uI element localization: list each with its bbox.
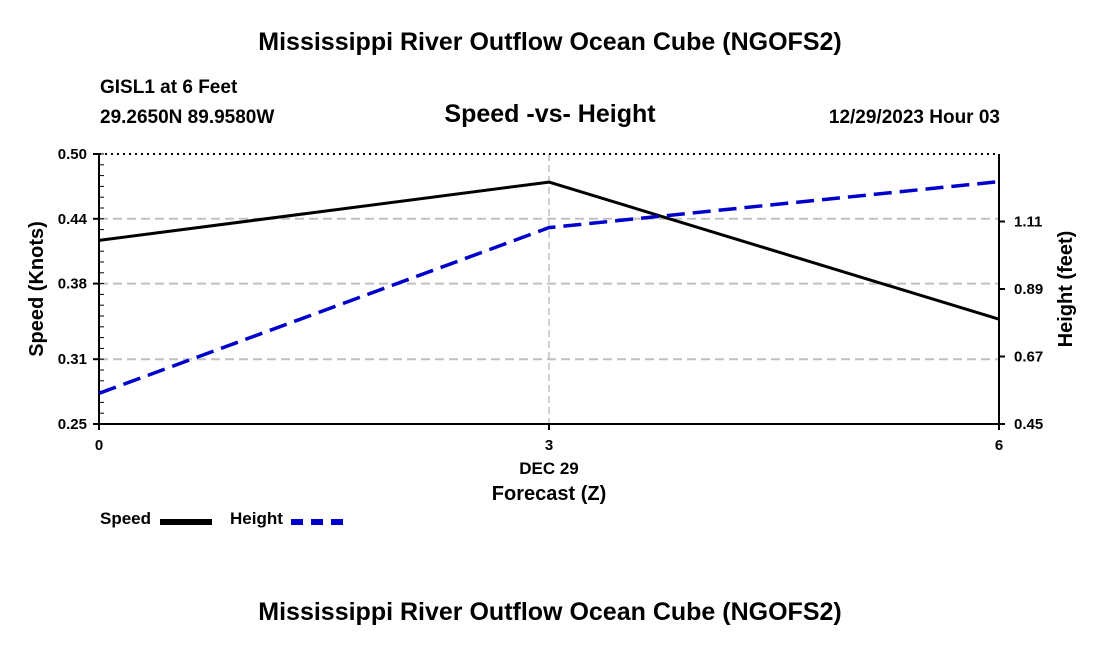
series-line-speed — [98, 180, 1000, 321]
legend-label-speed: Speed — [100, 509, 152, 528]
y-tick-label-right: 0.45 — [1014, 416, 1043, 433]
x-tick-label: 0 — [95, 437, 103, 454]
y-tick-label-left: 0.25 — [58, 416, 87, 433]
y-axis-title-right: Height (feet) — [1055, 231, 1077, 348]
y-tick-label-right: 0.89 — [1014, 281, 1043, 298]
footer-title: Mississippi River Outflow Ocean Cube (NG… — [258, 598, 842, 626]
x-tick-label: 3 — [545, 437, 553, 454]
legend-label-height: Height — [230, 509, 283, 528]
x-axis-title: Forecast (Z) — [492, 483, 606, 505]
x-date-label: DEC 29 — [519, 459, 579, 478]
y-tick-label-right: 0.67 — [1014, 349, 1043, 366]
forecast-datetime: 12/29/2023 Hour 03 — [828, 107, 1000, 128]
y-tick-label-left: 0.38 — [58, 276, 87, 293]
y-tick-label-left: 0.50 — [58, 146, 87, 163]
y-axis-title-left: Speed (Knots) — [26, 221, 48, 357]
x-tick-label: 6 — [995, 437, 1003, 454]
chart-main-title: Mississippi River Outflow Ocean Cube (NG… — [258, 28, 842, 56]
y-tick-label-right: 1.11 — [1014, 214, 1042, 231]
y-tick-label-left: 0.44 — [58, 211, 88, 228]
y-tick-label-left: 0.31 — [58, 351, 87, 368]
station-label: GISL1 at 6 Feet — [100, 77, 238, 98]
legend-swatch-speed — [160, 519, 212, 525]
station-coordinates: 29.2650N 89.9580W — [100, 107, 275, 128]
chart-subtitle: Speed -vs- Height — [444, 100, 656, 128]
legend-swatch-height — [291, 519, 343, 525]
series-line-height — [98, 179, 1000, 395]
